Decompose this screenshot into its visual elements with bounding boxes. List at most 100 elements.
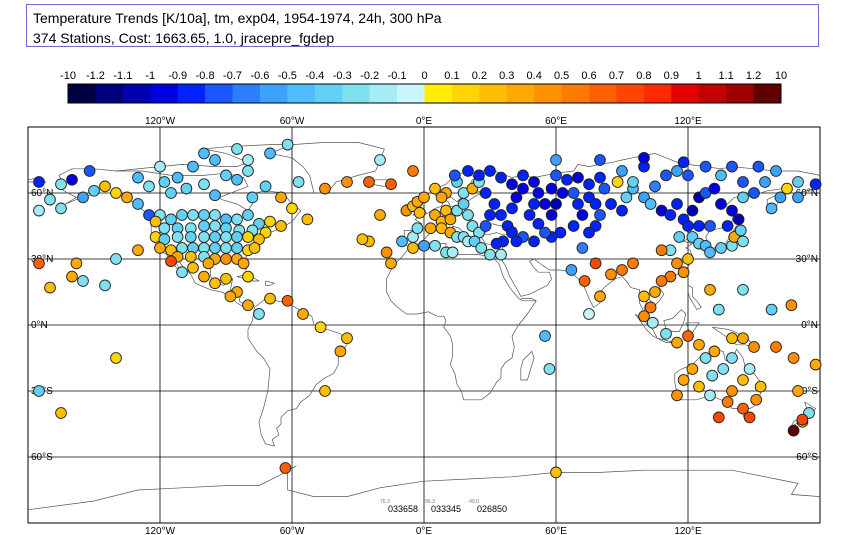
station-marker[interactable] (242, 270, 254, 283)
station-marker[interactable] (180, 182, 193, 195)
station-marker[interactable] (99, 180, 111, 193)
station-marker[interactable] (809, 178, 822, 191)
station-marker[interactable] (444, 213, 457, 226)
station-marker[interactable] (671, 389, 683, 402)
station-marker[interactable] (523, 209, 536, 221)
station-marker[interactable] (479, 187, 492, 199)
station-marker[interactable] (198, 147, 210, 160)
station-marker[interactable] (198, 220, 210, 232)
station-marker[interactable] (550, 466, 562, 479)
station-marker[interactable] (488, 198, 501, 210)
station-marker[interactable] (429, 239, 441, 252)
station-marker[interactable] (726, 204, 738, 217)
station-marker[interactable] (734, 224, 747, 237)
station-marker[interactable] (576, 209, 589, 221)
station-marker[interactable] (627, 257, 639, 270)
station-marker[interactable] (314, 321, 327, 334)
station-marker[interactable] (704, 220, 716, 232)
station-marker[interactable] (457, 198, 470, 210)
station-marker[interactable] (506, 202, 518, 215)
station-marker[interactable] (785, 299, 798, 312)
station-marker[interactable] (737, 374, 749, 386)
station-marker[interactable] (737, 402, 749, 415)
station-marker[interactable] (726, 160, 738, 173)
station-marker[interactable] (281, 294, 294, 307)
station-markers[interactable] (33, 138, 822, 479)
station-marker[interactable] (198, 209, 210, 221)
station-marker[interactable] (237, 257, 250, 270)
station-marker[interactable] (671, 165, 683, 177)
station-marker[interactable] (616, 264, 628, 276)
station-marker[interactable] (187, 160, 199, 173)
station-marker[interactable] (809, 358, 822, 371)
station-marker[interactable] (567, 220, 580, 232)
station-marker[interactable] (44, 281, 56, 294)
station-marker[interactable] (594, 290, 606, 303)
station-marker[interactable] (532, 217, 545, 230)
station-marker[interactable] (435, 191, 448, 204)
station-marker[interactable] (774, 191, 787, 204)
station-marker[interactable] (594, 154, 606, 166)
station-marker[interactable] (677, 156, 690, 169)
station-marker[interactable] (743, 363, 756, 375)
station-marker[interactable] (490, 237, 503, 250)
station-marker[interactable] (209, 242, 221, 254)
station-marker[interactable] (726, 332, 738, 345)
station-marker[interactable] (715, 169, 727, 182)
station-marker[interactable] (242, 154, 254, 166)
station-marker[interactable] (259, 180, 272, 193)
station-marker[interactable] (198, 178, 210, 191)
station-marker[interactable] (33, 176, 45, 188)
station-marker[interactable] (264, 147, 276, 160)
station-marker[interactable] (220, 253, 232, 265)
station-marker[interactable] (616, 204, 628, 217)
station-marker[interactable] (231, 143, 243, 155)
station-marker[interactable] (242, 165, 254, 177)
station-marker[interactable] (292, 176, 305, 188)
station-marker[interactable] (110, 352, 122, 364)
station-marker[interactable] (706, 369, 719, 382)
station-marker[interactable] (220, 242, 232, 254)
station-marker[interactable] (495, 209, 507, 221)
station-marker[interactable] (407, 242, 419, 254)
station-marker[interactable] (660, 169, 672, 182)
station-marker[interactable] (475, 242, 488, 254)
station-marker[interactable] (721, 396, 734, 408)
station-marker[interactable] (693, 220, 705, 232)
station-marker[interactable] (682, 330, 694, 342)
station-marker[interactable] (594, 171, 606, 184)
station-marker[interactable] (242, 209, 254, 221)
station-marker[interactable] (66, 270, 78, 283)
station-marker[interactable] (616, 165, 628, 177)
station-marker[interactable] (33, 204, 45, 217)
station-marker[interactable] (737, 176, 749, 188)
station-marker[interactable] (209, 231, 221, 243)
station-marker[interactable] (264, 292, 276, 305)
station-marker[interactable] (556, 187, 569, 199)
station-marker[interactable] (726, 352, 738, 364)
station-marker[interactable] (242, 299, 254, 312)
station-marker[interactable] (286, 202, 298, 215)
station-marker[interactable] (253, 308, 265, 320)
station-marker[interactable] (770, 165, 782, 177)
station-marker[interactable] (589, 198, 602, 210)
station-marker[interactable] (726, 385, 738, 397)
station-marker[interactable] (55, 407, 67, 419)
station-marker[interactable] (380, 246, 393, 259)
station-marker[interactable] (545, 182, 558, 195)
station-marker[interactable] (413, 206, 426, 219)
station-marker[interactable] (224, 290, 237, 303)
station-marker[interactable] (715, 242, 727, 254)
station-marker[interactable] (231, 213, 243, 226)
station-marker[interactable] (717, 363, 730, 375)
station-marker[interactable] (748, 187, 760, 199)
station-marker[interactable] (792, 385, 804, 397)
station-marker[interactable] (231, 242, 243, 254)
station-marker[interactable] (550, 169, 562, 182)
station-marker[interactable] (231, 231, 243, 243)
station-marker[interactable] (143, 180, 155, 193)
station-marker[interactable] (385, 257, 397, 270)
station-marker[interactable] (572, 198, 584, 210)
station-marker[interactable] (712, 303, 725, 316)
station-marker[interactable] (407, 165, 419, 177)
